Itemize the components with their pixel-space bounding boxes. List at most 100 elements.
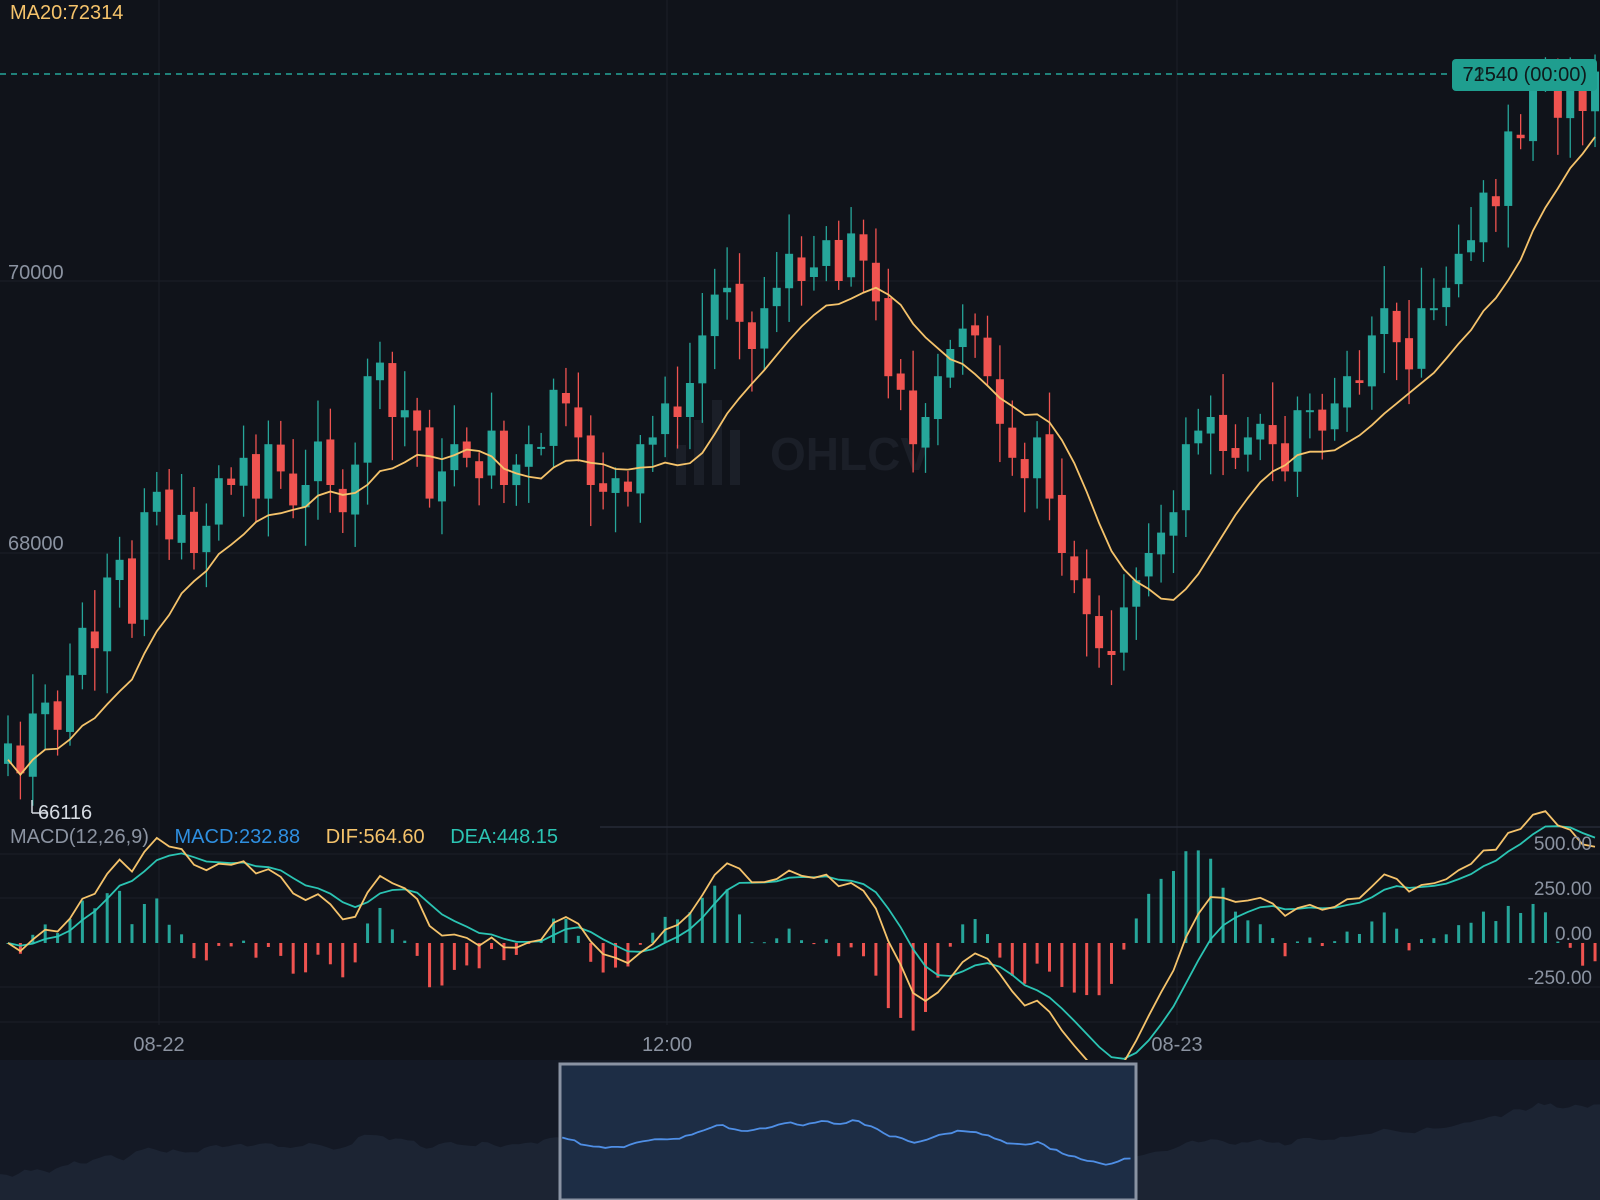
macd-histogram-bar (118, 890, 122, 943)
candle (958, 304, 967, 375)
candle-body (1268, 425, 1277, 445)
macd-histogram-bar (626, 943, 630, 967)
candle-body (338, 488, 347, 513)
macd-histogram-bar (1481, 911, 1485, 943)
last-price-badge: 71540 (00:00) 72540 (1452, 59, 1597, 91)
candle (214, 465, 223, 541)
candle (127, 540, 136, 638)
macd-histogram-bar (1357, 933, 1361, 943)
macd-histogram-bar (700, 897, 704, 943)
macd-histogram-bar (142, 904, 146, 943)
macd-histogram-bar (924, 943, 928, 1012)
macd-histogram-bar (1407, 943, 1411, 951)
macd-histogram-bar (1271, 938, 1275, 943)
candle (1057, 458, 1066, 576)
candle (561, 367, 570, 427)
candle (896, 359, 905, 411)
candle-body (326, 439, 335, 485)
candle-body (1206, 417, 1215, 434)
candle-body (375, 362, 384, 381)
last-price-badge-overlap: 72540 (1462, 64, 1519, 86)
candle (524, 425, 533, 503)
candle (921, 403, 930, 473)
candle-body (4, 743, 12, 764)
macd-histogram-bar (762, 942, 766, 944)
candle-body (661, 403, 670, 435)
macd-histogram-bar (1432, 938, 1436, 943)
ma20-line (7, 136, 1596, 777)
candle (1020, 442, 1029, 513)
candle-body (797, 257, 806, 281)
candle-body (933, 376, 942, 420)
candle-body (809, 267, 818, 277)
candle (1305, 393, 1314, 439)
candle-body (1454, 253, 1463, 285)
candle-body (599, 483, 608, 492)
candle (760, 276, 769, 371)
candle-body (1281, 443, 1290, 472)
candle-body (413, 410, 422, 431)
candle (623, 471, 632, 507)
candle (363, 358, 372, 505)
macd-histogram-bar (514, 943, 518, 955)
candle (1429, 278, 1438, 321)
candle (1169, 490, 1178, 574)
macd-histogram-bar (1246, 920, 1250, 943)
candle (338, 469, 347, 534)
macd-histogram-bar (1444, 934, 1448, 943)
candle-body (1392, 310, 1401, 343)
candle-body (1566, 83, 1575, 119)
macd-histogram-bar (1519, 912, 1523, 943)
candle-body (1181, 444, 1190, 511)
candle (462, 427, 471, 468)
macd-histogram-bar (1593, 943, 1597, 962)
macd-histogram-bar (688, 912, 692, 943)
candle-body (1045, 434, 1054, 499)
candle-body (28, 713, 37, 777)
candle (499, 420, 508, 504)
candle-body (351, 464, 360, 515)
candle-body (1591, 71, 1600, 112)
macd-histogram-bar (180, 934, 184, 943)
candle (785, 214, 794, 322)
macd-histogram-bar (18, 943, 22, 954)
navigator-window[interactable] (558, 1062, 1138, 1200)
candle (673, 366, 682, 449)
macd-histogram-bar (291, 943, 295, 974)
candle (251, 434, 260, 523)
macd-histogram-bar (502, 943, 506, 961)
macd-histogram-bar (1159, 878, 1163, 943)
macd-histogram-bar (837, 943, 841, 957)
macd-histogram-bar (1543, 912, 1547, 943)
macd-histogram-bar (676, 919, 680, 943)
macd-axis-label-0: 0.00 (1555, 924, 1592, 945)
candle (723, 247, 732, 320)
macd-histogram-bar (1171, 871, 1175, 943)
candle (351, 442, 360, 547)
candle-body (648, 437, 657, 445)
dea-value: DEA:448.15 (450, 826, 559, 848)
candle-body (499, 430, 508, 485)
macd-histogram-bar (1283, 943, 1287, 957)
candle (537, 432, 546, 456)
candle (1181, 417, 1190, 538)
candle-body (673, 406, 682, 417)
candle (747, 311, 756, 392)
candle (189, 486, 198, 570)
candle (1045, 392, 1054, 521)
candle-body (512, 464, 521, 486)
macd-histogram-bar (1469, 922, 1473, 943)
y-axis-label-68000: 68000 (8, 533, 64, 555)
candle (1405, 300, 1414, 405)
candle-body (1231, 448, 1240, 458)
macd-histogram-bar (1531, 903, 1535, 943)
candle-body (1070, 556, 1079, 581)
macd-histogram-bar (328, 943, 332, 965)
candle (1343, 350, 1352, 432)
candle (834, 220, 843, 290)
candle-body (586, 435, 595, 485)
macd-histogram-bar (1134, 918, 1138, 943)
macd-histogram-bar (1370, 921, 1374, 943)
candle-body (1107, 650, 1116, 655)
